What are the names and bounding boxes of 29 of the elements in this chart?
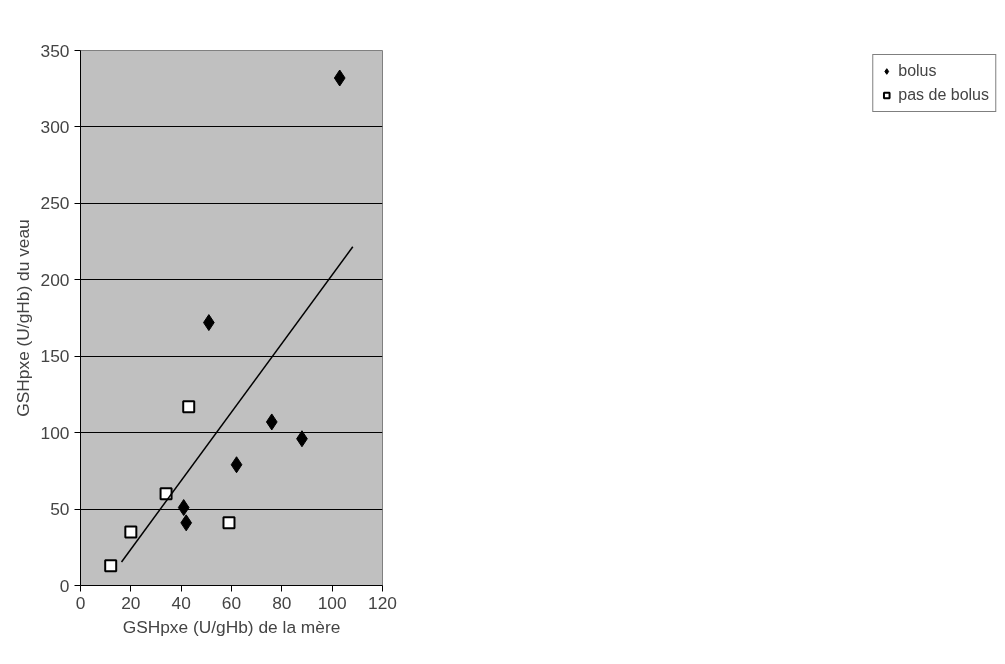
x-tick-label: 60 <box>221 592 242 613</box>
y-axis-title: GSHpxe (U/gHb) du veau <box>12 219 33 417</box>
y-tick-label: 350 <box>40 40 70 61</box>
x-tick-label: 40 <box>171 592 191 613</box>
point <box>230 456 243 474</box>
point <box>177 499 190 517</box>
y-tick-label: 300 <box>40 116 70 137</box>
point <box>182 400 196 414</box>
x-tick-label: 80 <box>272 592 292 613</box>
point <box>265 413 278 431</box>
x-tick-label: 0 <box>75 592 86 613</box>
x-tick-label: 120 <box>368 592 397 613</box>
x-tick-label: 100 <box>317 592 347 613</box>
x-tick-label: 20 <box>121 592 141 613</box>
x-axis-title: GSHpxe (U/gHb) de la mère <box>122 616 341 637</box>
point <box>333 69 346 87</box>
y-tick-label: 50 <box>50 499 70 520</box>
y-tick-label: 100 <box>40 422 70 443</box>
y-tick-label: 250 <box>40 193 70 214</box>
y-tick-label: 200 <box>40 269 70 290</box>
point <box>104 559 118 573</box>
point <box>222 516 236 530</box>
y-tick-label: 150 <box>40 346 70 367</box>
point <box>124 525 138 539</box>
y-tick-label: 0 <box>59 575 70 596</box>
point <box>159 487 173 501</box>
legend-label: bolus <box>898 62 937 80</box>
legend-label: pas de bolus <box>898 86 989 104</box>
point <box>180 514 193 532</box>
